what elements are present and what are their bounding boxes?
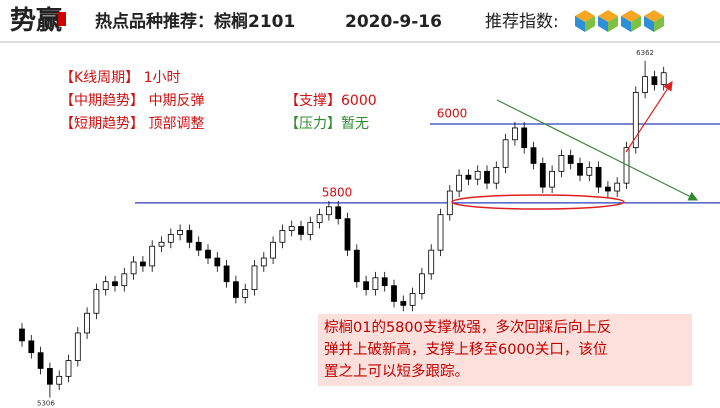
candle-body [112, 281, 118, 287]
candle-body [605, 186, 611, 192]
info-line: 【短期趋势】 顶部调整 [60, 116, 204, 132]
candle-body [372, 277, 379, 290]
candle-body [47, 368, 53, 385]
candle-body [186, 230, 193, 243]
candle-body [595, 166, 602, 188]
candle-body [232, 281, 239, 298]
candle-body [586, 166, 593, 176]
logo: 势赢 [10, 5, 62, 36]
info-line: 【支撑】6000 [285, 93, 377, 109]
info-line: 【压力】暂无 [285, 116, 369, 132]
candle-body [167, 233, 174, 243]
support-ellipse [451, 194, 625, 210]
candle-body [409, 293, 416, 306]
info-line: 【K线周期】 1小时 [60, 70, 181, 86]
candle-body [456, 174, 463, 192]
candle-body [158, 241, 165, 247]
candle-body [502, 139, 509, 168]
candle-body [242, 289, 249, 298]
candle-body [530, 147, 537, 164]
candle-body [465, 174, 472, 180]
candle-body [223, 265, 230, 283]
trend-arrow [496, 99, 699, 201]
candle-body [102, 281, 109, 291]
candle-body [484, 170, 490, 184]
candle-body [288, 226, 295, 231]
candle-body [325, 206, 332, 216]
candle-body [437, 214, 444, 251]
candle-body [418, 273, 425, 294]
candle-body [391, 285, 397, 302]
candle-body [474, 170, 481, 180]
candle-body [316, 214, 323, 223]
comment-line: 棕榈01的5800支撑极强，多次回踩后向上反 [324, 319, 611, 336]
candle-body [381, 277, 388, 287]
candle-body [214, 257, 221, 267]
level-label: 6000 [437, 107, 468, 121]
candle-body [521, 127, 528, 149]
candle-body [363, 281, 370, 291]
candle-body [205, 249, 211, 259]
comment-box [318, 314, 692, 386]
candle-body [428, 249, 435, 275]
candle-body [19, 328, 25, 342]
candle-body [660, 72, 667, 85]
comment: 棕榈01的5800支撑极强，多次回踩后向上反弹并上破新高，支撑上移至6000关口… [324, 319, 611, 380]
comment-line: 置之上可以短多跟踪。 [324, 363, 469, 380]
date: 2020-9-16 [345, 12, 442, 32]
candle-body [549, 170, 555, 188]
info: 【K线周期】 1小时【中期趋势】 中期反弹【短期趋势】 顶部调整 【支撑】6000… [60, 70, 377, 132]
candle-body [56, 375, 63, 385]
candle-body [93, 289, 100, 314]
candle-body [614, 182, 621, 192]
candle-body [121, 273, 128, 287]
rating-icons [575, 10, 664, 32]
candle-body [651, 76, 658, 85]
level-label: 5800 [322, 185, 353, 199]
info-line: 【中期趋势】 中期反弹 [60, 93, 204, 109]
candle-body [539, 163, 546, 188]
candle-body [577, 163, 583, 176]
candle-body [260, 257, 267, 267]
candle-body [567, 155, 574, 164]
comment-line: 弹并上破新高，支撑上移至6000关口，该位 [324, 341, 607, 358]
candle-body [400, 301, 407, 306]
breakout-arrow [625, 80, 673, 153]
candle-body [493, 166, 500, 184]
logo-stamp [58, 12, 66, 26]
candle-body [28, 340, 35, 354]
candle-body [279, 230, 286, 243]
low-label: 5306 [37, 400, 55, 408]
candle-body [177, 230, 184, 235]
candle-body [195, 241, 202, 251]
candle-body [65, 360, 72, 377]
candle-body [512, 127, 518, 141]
rating-label: 推荐指数: [485, 12, 559, 32]
candle-body [344, 218, 351, 251]
candle-body [558, 155, 565, 172]
candle-body [298, 226, 304, 235]
candle-body [130, 261, 137, 275]
candle-body [353, 249, 360, 283]
high-label: 6362 [636, 49, 654, 57]
candle-body [446, 190, 453, 216]
candle-body [139, 261, 146, 267]
candle-body [642, 76, 648, 93]
candle-body [335, 206, 342, 220]
candle-body [84, 312, 90, 334]
candle-body [149, 245, 156, 267]
candle-body [37, 352, 44, 369]
candle-body [632, 92, 639, 149]
candle-body [270, 241, 277, 259]
candle-body [251, 265, 258, 291]
title: 热点品种推荐：棕榈2101 [95, 11, 295, 32]
candle-body [307, 222, 314, 235]
candle-body [74, 332, 81, 361]
